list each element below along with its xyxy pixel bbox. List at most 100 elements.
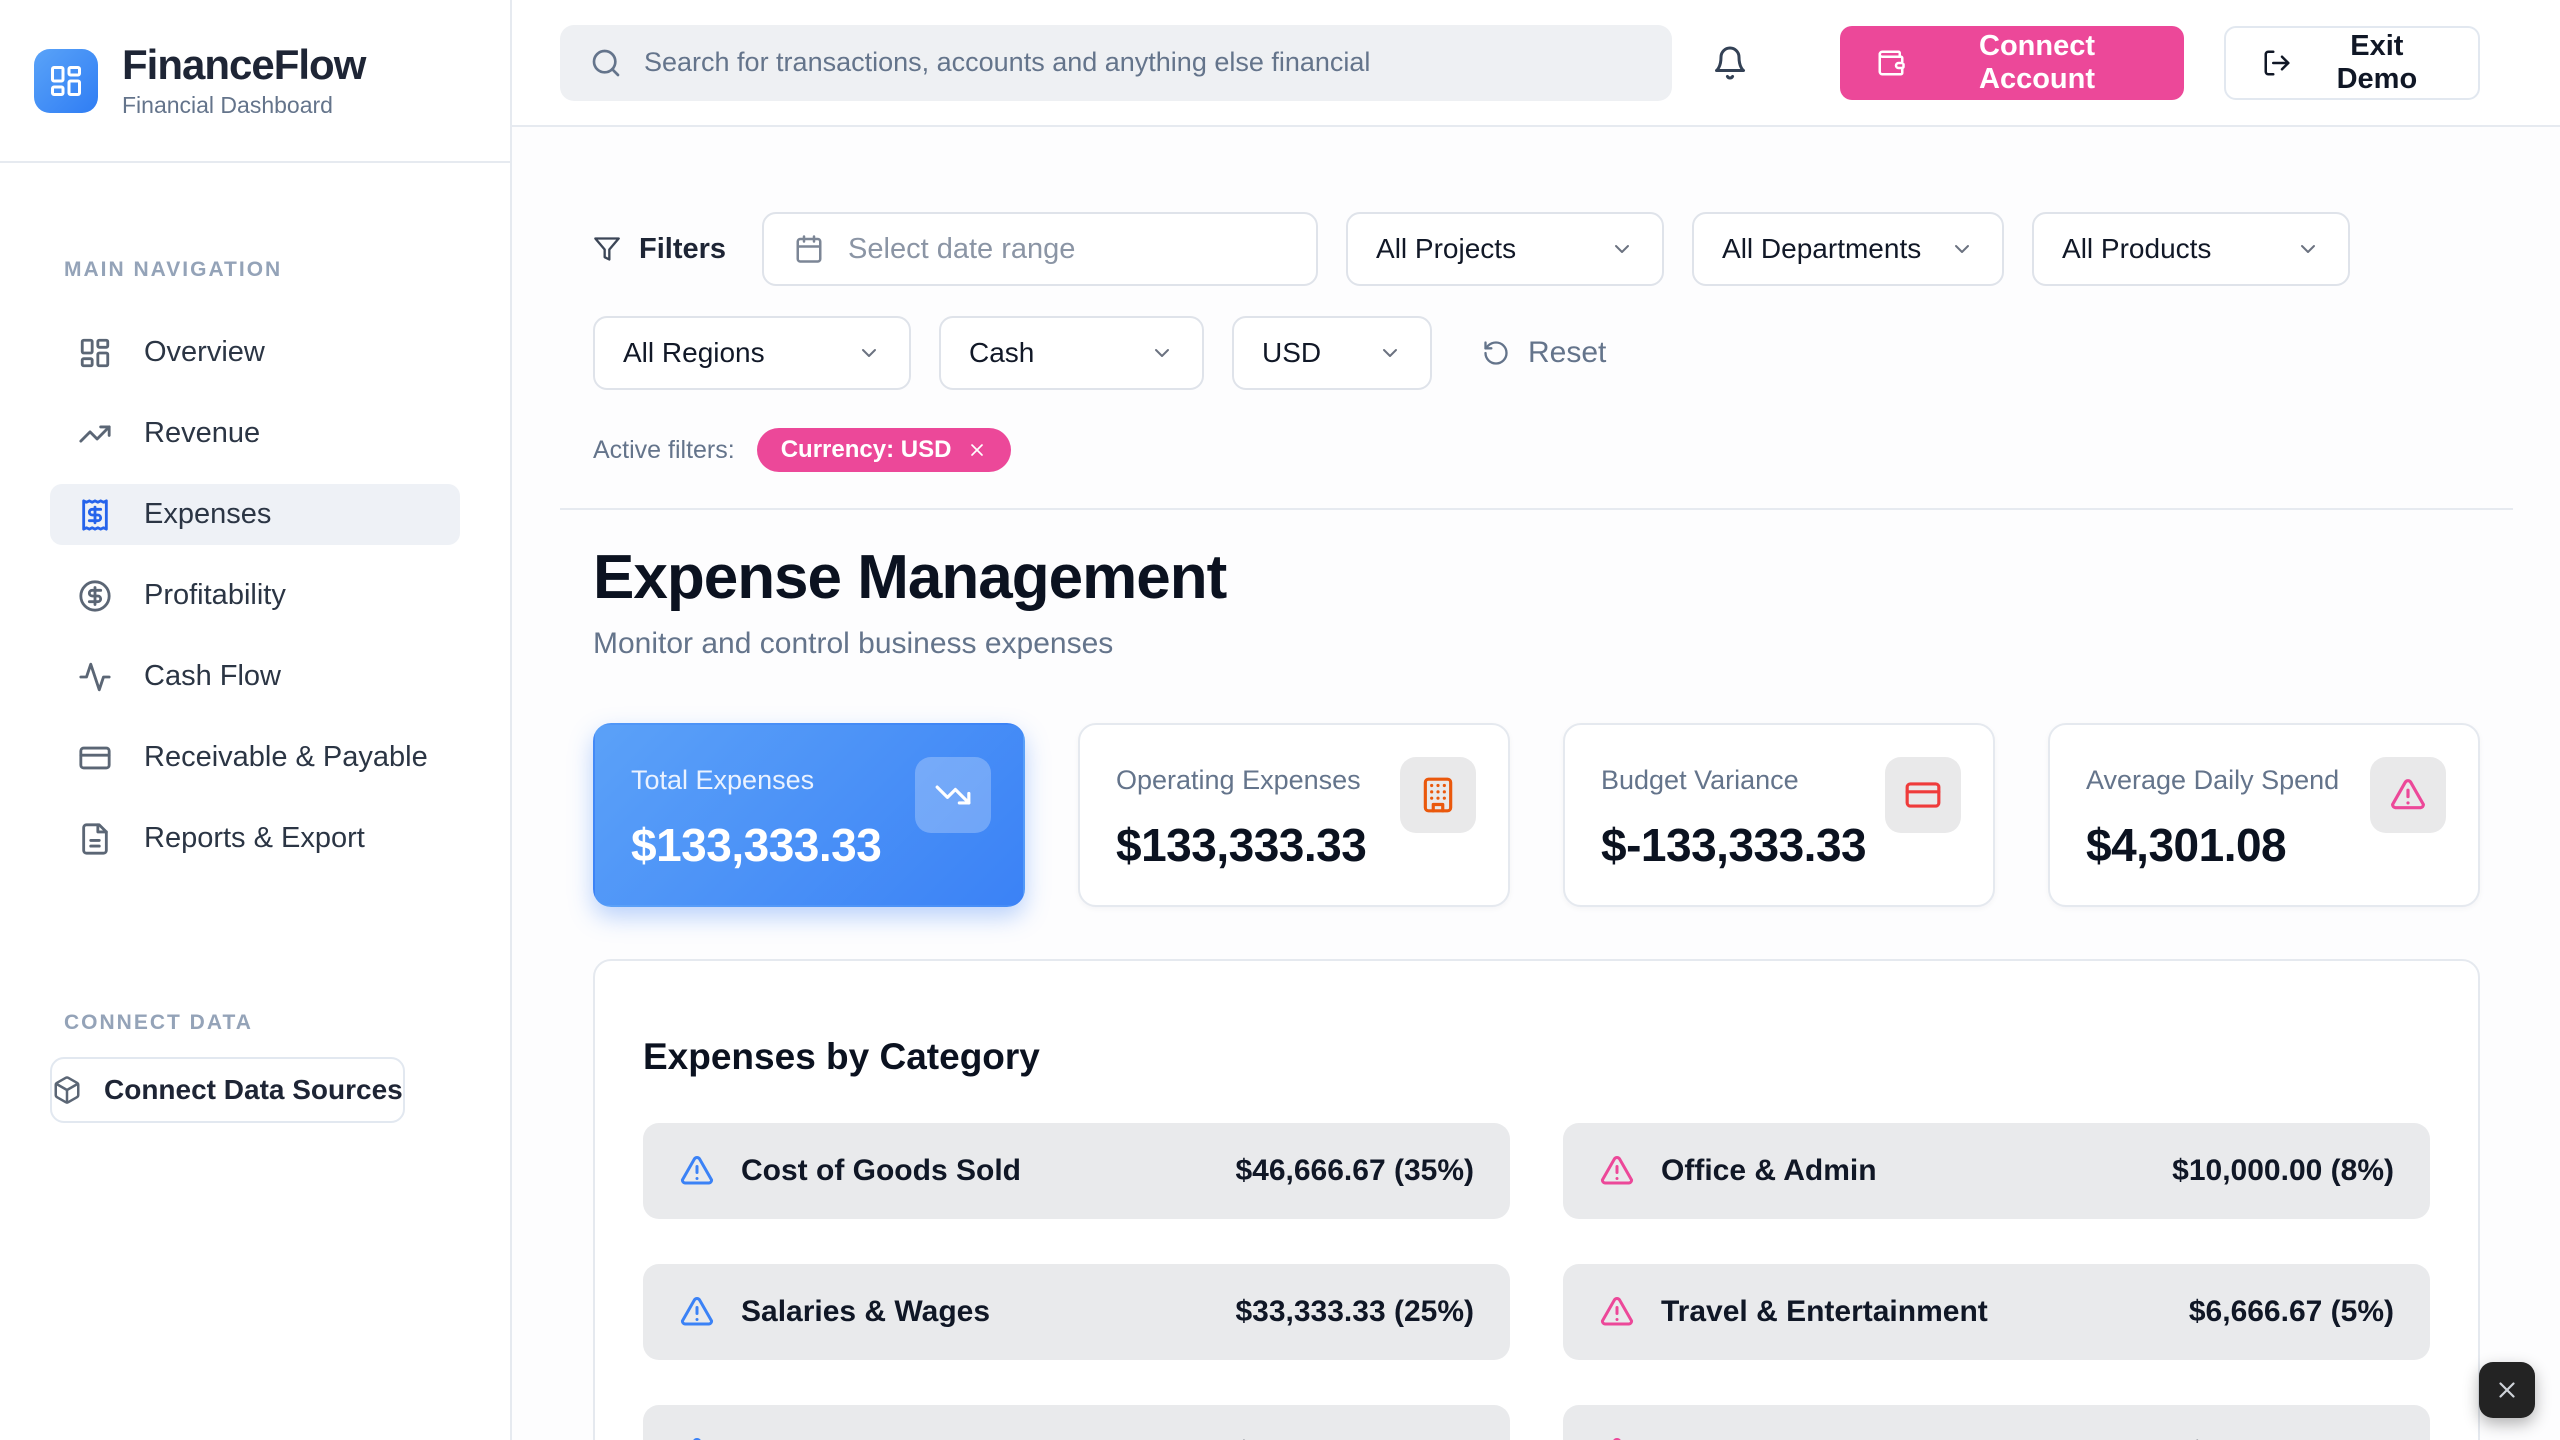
exit-demo-button[interactable]: Exit Demo: [2223, 25, 2480, 100]
departments-select[interactable]: All Departments: [1692, 212, 2005, 286]
account-type-select[interactable]: Cash: [939, 316, 1204, 390]
connect-data-section-title: CONNECT DATA: [64, 1011, 253, 1034]
currency-select[interactable]: USD: [1232, 316, 1432, 390]
category-row-travel-entertainment: Travel & Entertainment $6,666.67 (5%): [1563, 1264, 2430, 1360]
nav-item-label: Expenses: [144, 498, 272, 530]
kpi-label: Budget Variance: [1601, 765, 1799, 795]
filter-funnel-icon: [593, 235, 621, 263]
chevron-down-icon: [1378, 341, 1402, 365]
category-row-salaries-wages: Salaries & Wages $33,333.33 (25%): [643, 1264, 1510, 1360]
top-bar: Connect Account Exit Demo: [512, 0, 2560, 127]
connect-account-label: Connect Account: [1979, 29, 2096, 95]
alert-triangle-icon: [1599, 1294, 1635, 1330]
chevron-down-icon: [1150, 341, 1174, 365]
sidebar-item-cash-flow[interactable]: Cash Flow: [50, 646, 460, 707]
kpi-cards: Total Expenses $133,333.33 Operating Exp…: [593, 723, 2480, 907]
category-grid: Cost of Goods Sold $46,666.67 (35%) Offi…: [643, 1123, 2430, 1440]
currency-select-value: USD: [1262, 337, 1322, 368]
page-header: Expense Management Monitor and control b…: [593, 542, 2480, 661]
kpi-label: Operating Expenses: [1116, 765, 1361, 795]
connect-data-sources-button[interactable]: Connect Data Sources: [50, 1057, 405, 1123]
brand-text: FinanceFlow Financial Dashboard: [122, 40, 366, 119]
kpi-label: Average Daily Spend: [2086, 765, 2340, 795]
notifications-button[interactable]: [1712, 45, 1748, 81]
products-select[interactable]: All Products: [2032, 212, 2351, 286]
category-name: Marketing: [741, 1436, 883, 1440]
wallet-icon: [1876, 48, 1906, 78]
departments-select-value: All Departments: [1722, 233, 1922, 264]
nav-item-label: Overview: [144, 336, 265, 368]
category-value: $20,000.00 (15%): [1235, 1436, 1474, 1440]
alert-triangle-icon: [1599, 1435, 1635, 1440]
credit-card-icon: [78, 741, 112, 775]
filter-row-1: Filters Select date range All Projects A…: [593, 212, 2480, 286]
file-text-icon: [78, 822, 112, 856]
sidebar-item-profitability[interactable]: Profitability: [50, 565, 460, 626]
kpi-card-total-expenses[interactable]: Total Expenses $133,333.33: [593, 723, 1025, 907]
credit-card-icon: [1885, 757, 1961, 833]
nav-list: Overview Revenue Expenses Profitability …: [0, 304, 510, 869]
nav-item-label: Cash Flow: [144, 660, 281, 692]
filters-block: Filters Select date range All Projects A…: [593, 212, 2480, 472]
kpi-label: Total Expenses: [631, 765, 815, 795]
reset-filters-button[interactable]: Reset: [1482, 336, 1606, 370]
content: Filters Select date range All Projects A…: [512, 127, 2560, 1440]
panel-title: Expenses by Category: [643, 1036, 1040, 1077]
exit-demo-label: Exit Demo: [2336, 29, 2418, 95]
date-range-input[interactable]: Select date range: [762, 212, 1319, 286]
currency-filter-chip[interactable]: Currency: USD: [756, 428, 1012, 472]
search-input[interactable]: [644, 47, 1643, 78]
sidebar-item-reports-export[interactable]: Reports & Export: [50, 808, 460, 869]
filters-label: Filters: [639, 232, 727, 265]
log-out-icon: [2262, 48, 2292, 78]
filter-row-2: All Regions Cash USD Reset: [593, 316, 2480, 390]
kpi-card-operating-expenses[interactable]: Operating Expenses $133,333.33: [1078, 723, 1510, 907]
alert-triangle-icon: [1599, 1153, 1635, 1189]
page-title: Expense Management: [593, 543, 1227, 612]
regions-select[interactable]: All Regions: [593, 316, 911, 390]
category-name: Professional Services: [1661, 1436, 1973, 1440]
category-value: $10,000.00 (8%): [2172, 1154, 2394, 1187]
sidebar-item-receivable-payable[interactable]: Receivable & Payable: [50, 727, 460, 788]
sidebar-item-expenses[interactable]: Expenses: [50, 484, 460, 545]
category-value: $6,666.67 (5%): [2188, 1295, 2394, 1328]
category-name: Travel & Entertainment: [1661, 1295, 1988, 1328]
active-filters-row: Active filters: Currency: USD: [593, 428, 2480, 472]
search-icon: [590, 47, 622, 79]
layout-dashboard-icon: [78, 336, 112, 370]
close-button[interactable]: [2479, 1362, 2535, 1418]
category-value: $33,333.33 (25%): [1235, 1295, 1474, 1328]
category-row-office-admin: Office & Admin $10,000.00 (8%): [1563, 1123, 2430, 1219]
trending-up-icon: [78, 417, 112, 451]
remove-filter-x-icon[interactable]: [967, 440, 987, 460]
alert-triangle-icon: [679, 1435, 715, 1440]
alert-triangle-icon: [679, 1153, 715, 1189]
section-divider: [560, 508, 2513, 510]
kpi-card-average-daily-spend[interactable]: Average Daily Spend $4,301.08: [2048, 723, 2480, 907]
category-row-marketing: Marketing $20,000.00 (15%): [643, 1405, 1510, 1440]
sidebar: FinanceFlow Financial Dashboard MAIN NAV…: [0, 0, 512, 1440]
kpi-value: $-133,333.33: [1601, 819, 1867, 871]
bell-icon: [1712, 45, 1748, 81]
sidebar-item-overview[interactable]: Overview: [50, 322, 460, 383]
date-range-placeholder: Select date range: [848, 232, 1076, 265]
products-select-value: All Products: [2062, 233, 2212, 264]
projects-select[interactable]: All Projects: [1346, 212, 1665, 286]
kpi-value: $4,301.08: [2086, 819, 2287, 871]
brand-tagline: Financial Dashboard: [122, 92, 333, 119]
sidebar-nav: MAIN NAVIGATION Overview Revenue Expense…: [0, 163, 510, 1123]
brand-name: FinanceFlow: [122, 40, 366, 88]
package-icon: [52, 1075, 82, 1105]
page-subtitle: Monitor and control business expenses: [593, 627, 1114, 660]
sidebar-item-revenue[interactable]: Revenue: [50, 403, 460, 464]
chevron-down-icon: [857, 341, 881, 365]
active-filters-label: Active filters:: [593, 435, 735, 464]
nav-item-label: Reports & Export: [144, 822, 365, 854]
reset-label: Reset: [1528, 336, 1607, 369]
app-logo-icon: [34, 48, 98, 113]
kpi-value: $133,333.33: [1116, 819, 1367, 871]
connect-account-button[interactable]: Connect Account: [1840, 25, 2184, 100]
kpi-card-budget-variance[interactable]: Budget Variance $-133,333.33: [1563, 723, 1995, 907]
building-icon: [1400, 757, 1476, 833]
